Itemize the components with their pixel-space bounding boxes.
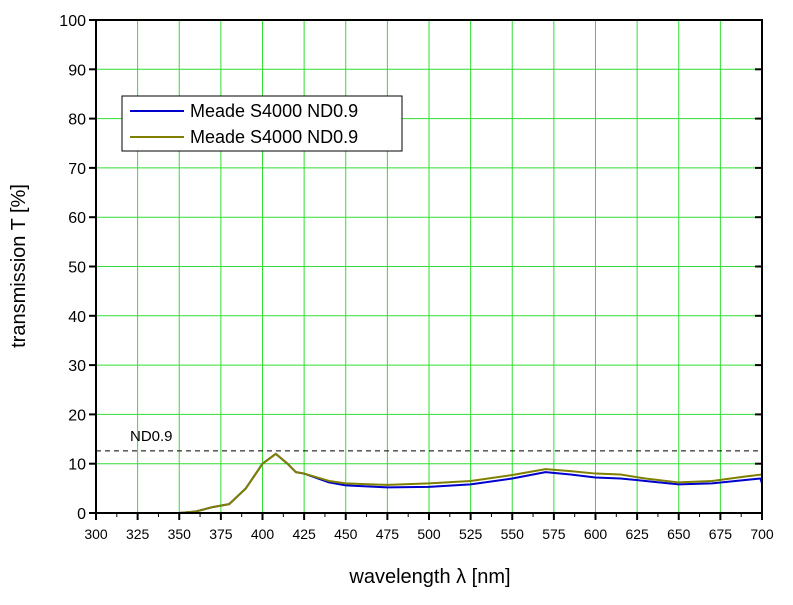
y-tick-label: 70 xyxy=(68,161,86,178)
x-tick-label: 700 xyxy=(750,526,774,542)
x-tick-label: 475 xyxy=(376,526,400,542)
y-tick-label: 30 xyxy=(68,358,86,375)
x-tick-label: 500 xyxy=(417,526,441,542)
y-tick-label: 20 xyxy=(68,407,86,424)
x-tick-label: 450 xyxy=(334,526,358,542)
x-tick-label: 400 xyxy=(251,526,275,542)
x-tick-label: 375 xyxy=(209,526,233,542)
y-tick-label: 60 xyxy=(68,210,86,227)
legend-label-1: Meade S4000 ND0.9 xyxy=(190,127,358,147)
y-tick-label: 0 xyxy=(77,506,86,523)
reference-line-label: ND0.9 xyxy=(130,428,173,445)
series-line-1 xyxy=(96,452,763,514)
x-tick-label: 650 xyxy=(667,526,691,542)
x-tick-label: 625 xyxy=(625,526,649,542)
y-tick-label: 50 xyxy=(68,260,86,277)
x-tick-label: 425 xyxy=(292,526,316,542)
y-tick-label: 10 xyxy=(68,457,86,474)
x-tick-label: 525 xyxy=(459,526,483,542)
x-tick-label: 300 xyxy=(84,526,108,542)
x-tick-label: 350 xyxy=(168,526,192,542)
y-tick-label: 80 xyxy=(68,112,86,129)
legend: Meade S4000 ND0.9 Meade S4000 ND0.9 xyxy=(121,95,403,152)
y-tick-label: 90 xyxy=(68,62,86,79)
y-tick-label: 40 xyxy=(68,309,86,326)
x-tick-label: 675 xyxy=(709,526,733,542)
y-tick-label: 100 xyxy=(59,13,86,30)
x-tick-label: 550 xyxy=(501,526,525,542)
x-tick-label: 575 xyxy=(542,526,566,542)
y-axis-label: transmission T [%] xyxy=(8,184,30,348)
x-tick-label: 325 xyxy=(126,526,150,542)
x-axis-label: wavelength λ [nm] xyxy=(348,566,510,588)
legend-label-0: Meade S4000 ND0.9 xyxy=(190,101,358,121)
x-tick-label: 600 xyxy=(584,526,608,542)
